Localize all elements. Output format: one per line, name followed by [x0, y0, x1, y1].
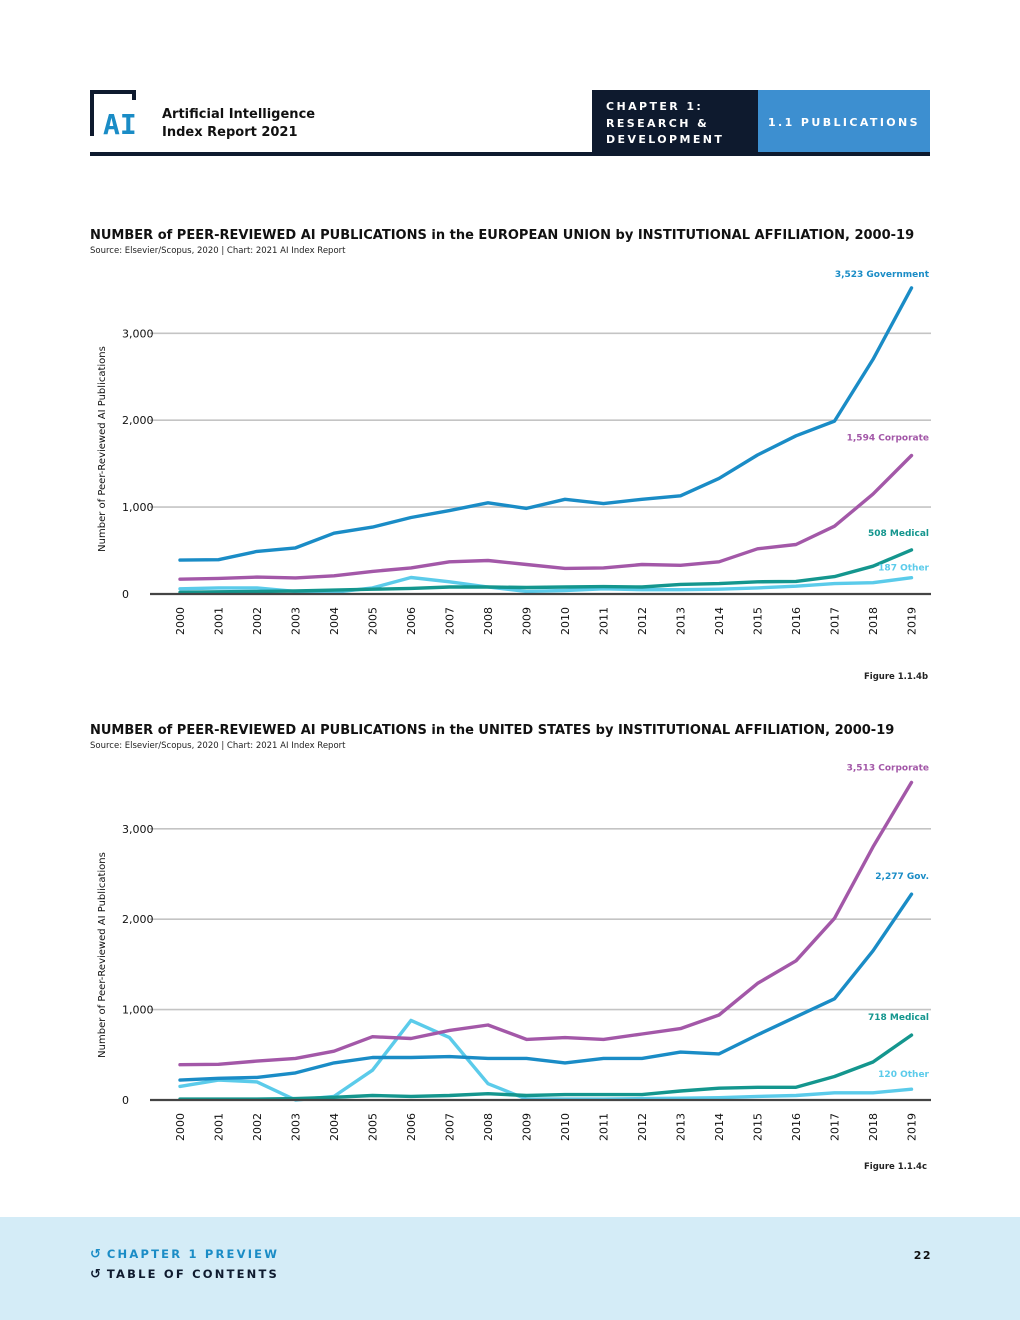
table-of-contents-link[interactable]: ↺ TABLE OF CONTENTS [90, 1267, 279, 1282]
report-header: AI Artificial Intelligence Index Report … [90, 90, 930, 156]
x-tick-label: 2000 [174, 607, 187, 635]
chapter-preview-label: CHAPTER 1 PREVIEW [106, 1247, 280, 1261]
y-tick-label: 2,000 [122, 414, 154, 427]
section-tab[interactable]: 1.1 PUBLICATIONS [758, 90, 930, 154]
x-tick-label: 2005 [367, 1113, 380, 1141]
chart-title: NUMBER of PEER-REVIEWED AI PUBLICATIONS … [90, 723, 895, 738]
x-tick-label: 2007 [444, 607, 457, 635]
table-of-contents-label: TABLE OF CONTENTS [106, 1267, 280, 1281]
report-title-line1: Artificial Intelligence [162, 107, 316, 122]
series-end-label: 718 Medical [868, 1013, 929, 1023]
chart-plot: 0 1,000 2,000 3,000 Number of Peer-Reviewed … [97, 270, 931, 635]
x-tick-label: 2016 [790, 607, 803, 635]
chapter-preview-link[interactable]: ↺ CHAPTER 1 PREVIEW [90, 1247, 279, 1262]
chapter-line1: CHAPTER 1: [606, 100, 704, 113]
chart-source: Source: Elsevier/Scopus, 2020 | Chart: 2… [90, 246, 346, 256]
chart-title: NUMBER of PEER-REVIEWED AI PUBLICATIONS … [90, 228, 915, 243]
series-line-medical [178, 1033, 914, 1101]
series-end-label: 3,523 Government [835, 270, 930, 280]
x-tick-label: 2008 [482, 1113, 495, 1141]
y-axis-label: Number of Peer-Reviewed AI Publications [97, 852, 108, 1058]
return-arrow-icon: ↺ [90, 1247, 101, 1262]
page-number: 22 [913, 1249, 932, 1262]
x-tick-label: 2018 [867, 607, 880, 635]
x-tick-label: 2014 [713, 1113, 726, 1141]
x-tick-label: 2002 [251, 1113, 264, 1141]
x-tick-label: 2008 [482, 607, 495, 635]
x-tick-label: 2011 [598, 607, 611, 635]
x-tick-label: 2012 [636, 607, 649, 635]
series-end-label: 508 Medical [868, 529, 929, 539]
page-footer: ↺ CHAPTER 1 PREVIEW ↺ TABLE OF CONTENTS 22 [0, 1217, 1020, 1320]
y-tick-label: 1,000 [122, 1004, 154, 1017]
x-tick-label: 2006 [405, 1113, 418, 1141]
chart-source: Source: Elsevier/Scopus, 2020 | Chart: 2… [90, 741, 346, 751]
x-tick-label: 2012 [636, 1113, 649, 1141]
x-tick-label: 2011 [598, 1113, 611, 1141]
x-tick-label: 2009 [521, 607, 534, 635]
y-tick-label: 2,000 [122, 913, 154, 926]
x-tick-label: 2001 [213, 607, 226, 635]
x-tick-label: 2016 [790, 1113, 803, 1141]
ai-index-logo-icon: AI [90, 90, 137, 138]
x-tick-label: 2019 [906, 1113, 919, 1141]
series-end-label: 120 Other [878, 1070, 929, 1080]
x-tick-label: 2015 [752, 1113, 765, 1141]
report-title-line2: Index Report 2021 [162, 125, 298, 140]
x-tick-label: 2017 [829, 1113, 842, 1141]
x-tick-label: 2007 [444, 1113, 457, 1141]
series-line-gov [178, 892, 914, 1082]
return-arrow-icon: ↺ [90, 1267, 101, 1282]
x-tick-label: 2017 [829, 607, 842, 635]
series-end-label: 187 Other [878, 564, 929, 574]
y-tick-label: 0 [122, 588, 129, 601]
series-line-medical [178, 548, 914, 594]
y-tick-label: 0 [122, 1094, 129, 1107]
x-tick-label: 2001 [213, 1113, 226, 1141]
x-tick-label: 2013 [675, 607, 688, 635]
chapter-tab[interactable]: CHAPTER 1: RESEARCH & DEVELOPMENT [592, 90, 758, 154]
x-tick-label: 2003 [290, 1113, 303, 1141]
chapter-line3: DEVELOPMENT [606, 133, 725, 146]
x-tick-label: 2003 [290, 607, 303, 635]
series-line-corporate [178, 780, 914, 1067]
series-end-label: 1,594 Corporate [847, 433, 929, 443]
chapter-line2: RESEARCH & [606, 116, 710, 130]
series-line-corporate [178, 453, 914, 581]
y-tick-label: 3,000 [122, 823, 154, 836]
y-axis-label: Number of Peer-Reviewed AI Publications [97, 346, 108, 552]
header-divider [90, 152, 930, 156]
svg-text:AI: AI [103, 108, 137, 138]
y-tick-label: 3,000 [122, 327, 154, 340]
series-end-label: 3,513 Corporate [847, 763, 929, 773]
x-tick-label: 2000 [174, 1113, 187, 1141]
x-tick-label: 2010 [559, 1113, 572, 1141]
figure-label: Figure 1.1.4c [864, 1162, 928, 1172]
series-line-government [178, 286, 914, 562]
y-tick-label: 1,000 [122, 501, 154, 514]
x-tick-label: 2009 [521, 1113, 534, 1141]
x-tick-label: 2010 [559, 607, 572, 635]
eu-publications-chart: NUMBER of PEER-REVIEWED AI PUBLICATIONS … [90, 228, 940, 688]
x-tick-label: 2004 [328, 1113, 341, 1141]
figure-label: Figure 1.1.4b [864, 672, 929, 682]
series-end-label: 2,277 Gov. [875, 872, 929, 882]
x-tick-label: 2018 [867, 1113, 880, 1141]
x-tick-label: 2002 [251, 607, 264, 635]
x-tick-label: 2019 [906, 607, 919, 635]
x-tick-label: 2005 [367, 607, 380, 635]
x-tick-label: 2015 [752, 607, 765, 635]
us-publications-chart: NUMBER of PEER-REVIEWED AI PUBLICATIONS … [90, 723, 940, 1183]
x-tick-label: 2004 [328, 607, 341, 635]
x-tick-label: 2006 [405, 607, 418, 635]
chart-plot: 0 1,000 2,000 3,000 Number of Peer-Reviewed … [97, 763, 931, 1141]
report-title: Artificial Intelligence Index Report 202… [162, 106, 315, 142]
x-tick-label: 2013 [675, 1113, 688, 1141]
x-tick-label: 2014 [713, 607, 726, 635]
